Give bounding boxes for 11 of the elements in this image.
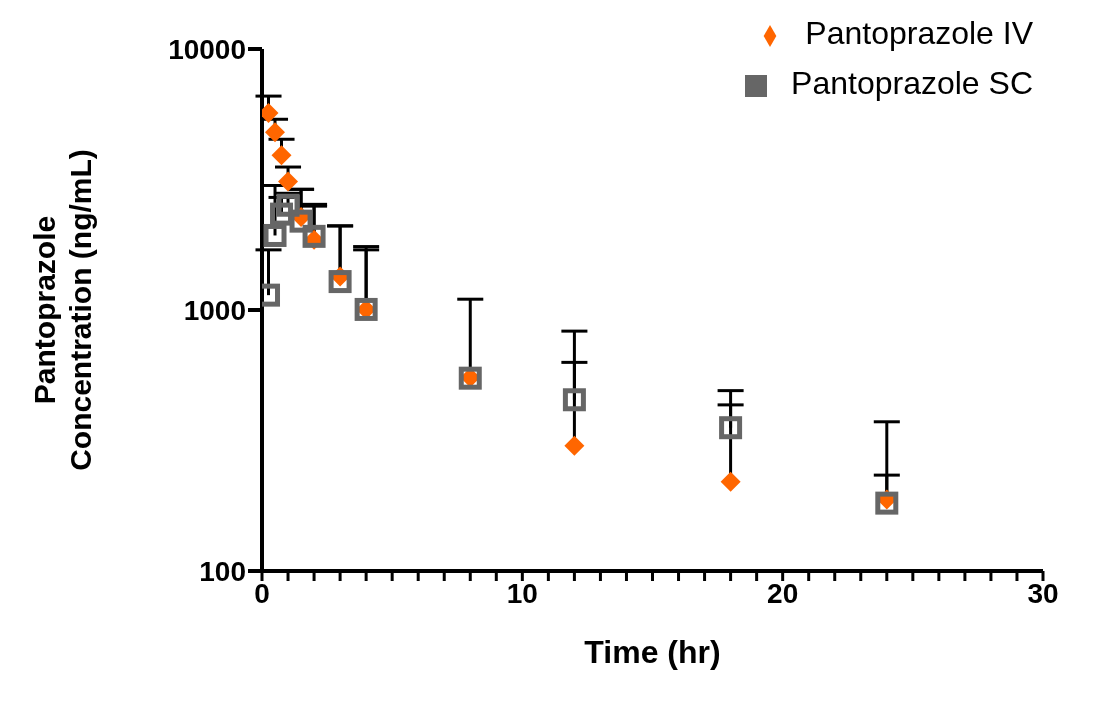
legend-label: Pantoprazole SC — [791, 65, 1033, 101]
x-tick-label: 30 — [1027, 577, 1059, 609]
y-tick-label: 100 — [199, 555, 246, 587]
y-tick-label: 1000 — [183, 294, 246, 326]
x-tick-label: 0 — [254, 577, 270, 609]
x-tick-label: 10 — [506, 577, 538, 609]
x-axis-title: Time (hr) — [584, 634, 721, 670]
legend-label: Pantoprazole IV — [805, 15, 1033, 51]
y-axis-title: Pantoprazole Concentration (ng/mL) — [28, 149, 97, 471]
x-tick-label: 20 — [767, 577, 799, 609]
y-tick-label: 10000 — [168, 33, 246, 65]
